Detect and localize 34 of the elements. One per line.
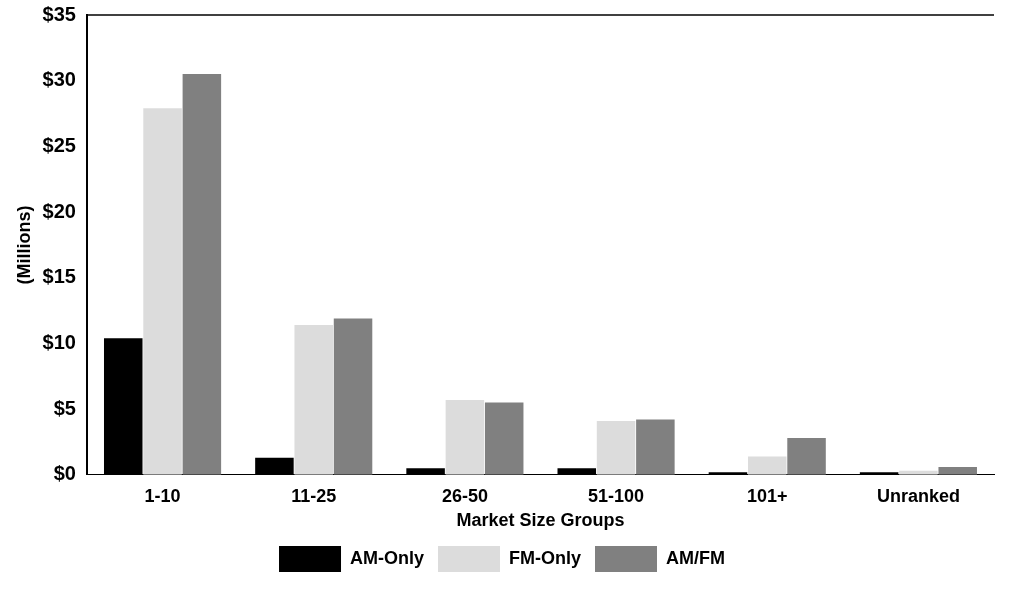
bar (143, 108, 182, 475)
bar (103, 338, 143, 475)
bar (557, 468, 597, 475)
x-tick-label: 11-25 (291, 485, 337, 506)
y-tick-label: $0 (53, 462, 76, 485)
bar (636, 419, 675, 475)
legend-label: FM-Only (509, 547, 582, 568)
y-tick-label: $10 (42, 330, 76, 353)
y-tick-label: $5 (53, 396, 76, 419)
y-tick-label: $25 (42, 133, 76, 156)
bar (294, 325, 333, 475)
bar (938, 466, 977, 475)
x-tick-label: 1-10 (144, 485, 181, 506)
y-tick-label: $20 (42, 199, 76, 222)
bar (445, 399, 485, 475)
y-axis-title: (Millions) (13, 205, 34, 285)
bar (182, 74, 222, 475)
y-tick-label: $30 (42, 68, 76, 91)
bar (787, 438, 826, 475)
bar (333, 318, 373, 475)
y-tick-label: $35 (42, 2, 76, 25)
x-tick-label: Unranked (876, 485, 960, 506)
bar (747, 456, 787, 475)
bar (596, 420, 636, 475)
x-tick-label: 51-100 (588, 485, 645, 506)
x-axis-title: Market Size Groups (456, 510, 625, 531)
y-tick-label: $15 (42, 265, 76, 288)
legend-label: AM/FM (666, 547, 725, 568)
x-tick-label: 26-50 (441, 485, 488, 506)
x-tick-label: 101+ (746, 485, 788, 506)
bar (484, 402, 524, 475)
legend-label: AM-Only (350, 547, 425, 568)
bar (406, 468, 445, 475)
bar (255, 457, 294, 475)
